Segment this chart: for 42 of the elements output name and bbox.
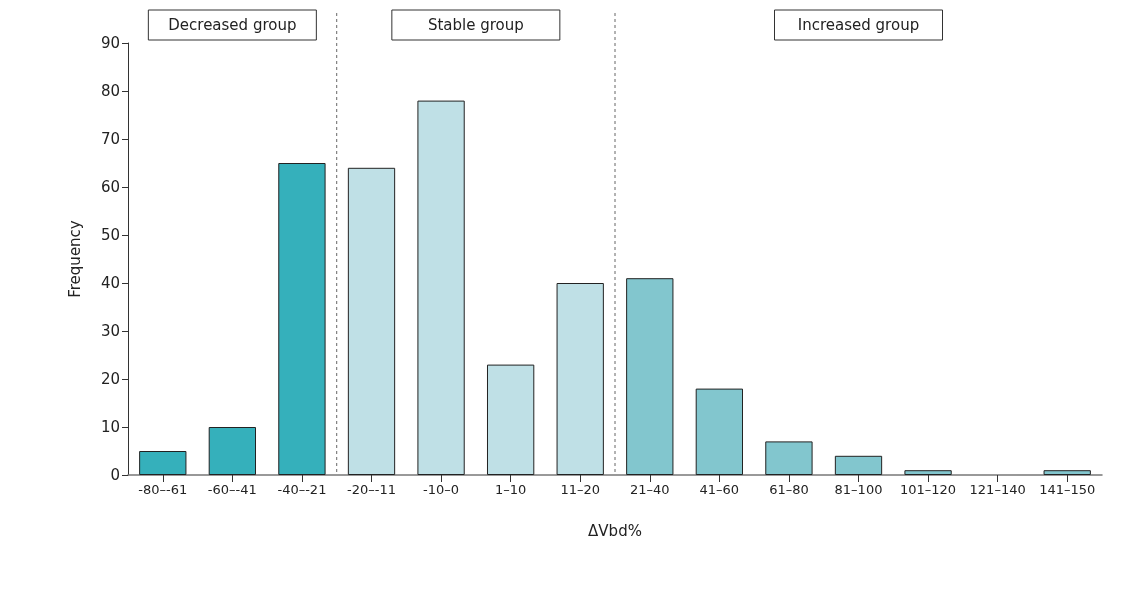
bar xyxy=(556,283,604,475)
text: Decreased group xyxy=(168,16,297,34)
bar xyxy=(765,441,813,475)
y-tick-label: 30 xyxy=(100,322,120,340)
bar xyxy=(347,167,396,475)
y-tick-label: 90 xyxy=(100,34,120,52)
x-tick-label: 1–10 xyxy=(494,482,527,497)
bar xyxy=(695,388,744,475)
y-tick-label: 10 xyxy=(100,418,120,436)
bar xyxy=(486,364,535,475)
y-tick-label: 40 xyxy=(100,274,120,292)
x-tick-label: -40–-21 xyxy=(277,482,327,497)
x-tick-label: 21–40 xyxy=(629,482,670,497)
x-tick-label: 81–100 xyxy=(834,482,883,497)
bar xyxy=(278,163,326,475)
x-axis-title: ΔVbd% xyxy=(588,521,642,540)
bar xyxy=(1043,470,1091,475)
bar xyxy=(139,451,187,475)
y-tick-label: 0 xyxy=(110,466,120,484)
x-tick-label: -80–-61 xyxy=(138,482,188,497)
bar xyxy=(626,278,674,475)
text: Stable group xyxy=(427,16,524,34)
bar xyxy=(834,455,883,475)
bar xyxy=(208,427,257,475)
x-tick-label: -60–-41 xyxy=(207,482,257,497)
y-tick-label: 60 xyxy=(100,178,120,196)
y-tick-label: 80 xyxy=(100,82,120,100)
bar xyxy=(417,100,465,475)
text: Increased group xyxy=(797,16,920,34)
x-tick-label: 61–80 xyxy=(769,482,809,497)
y-axis-title: Frequency xyxy=(65,220,84,298)
x-tick-label: 101–120 xyxy=(900,482,957,497)
x-tick-label: 141–150 xyxy=(1039,482,1096,497)
x-tick-label: -10–0 xyxy=(423,482,460,497)
y-tick-label: 20 xyxy=(100,370,120,388)
x-tick-label: 41–60 xyxy=(699,482,740,497)
y-tick-label: 70 xyxy=(100,130,120,148)
y-tick-label: 50 xyxy=(100,226,120,244)
x-tick-label: 121–140 xyxy=(969,482,1026,497)
x-tick-label: 11–20 xyxy=(560,482,601,497)
bar xyxy=(904,470,952,475)
x-tick-label: -20–-11 xyxy=(347,482,396,497)
